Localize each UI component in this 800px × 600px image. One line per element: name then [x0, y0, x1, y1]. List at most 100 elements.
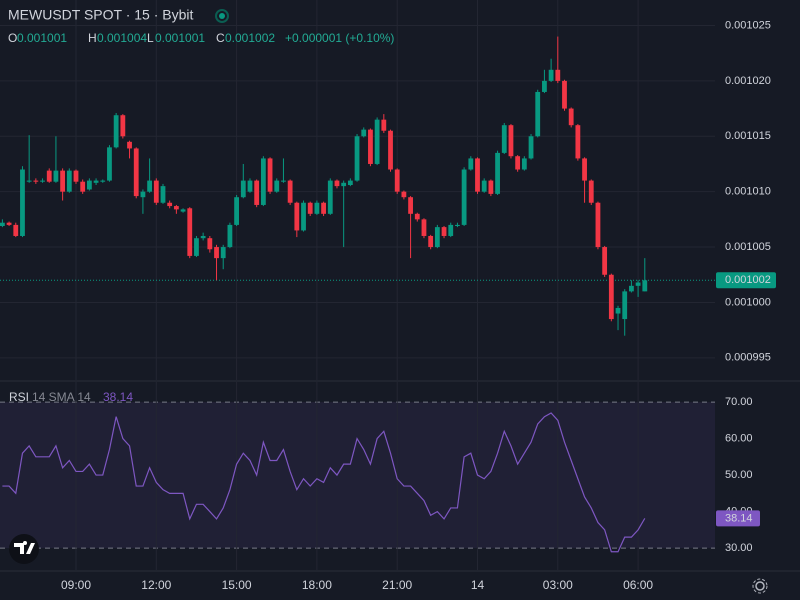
y-tick-label: 0.001005	[725, 241, 771, 253]
candle-body	[347, 180, 353, 186]
symbol-title: MEWUSDT SPOT · 15 · Bybit	[8, 7, 194, 23]
settings-icon-ring[interactable]	[752, 578, 768, 594]
y-tick-label: 50.00	[725, 469, 753, 481]
candle-body	[187, 208, 193, 256]
candle-body	[307, 202, 313, 214]
candle-body	[421, 219, 427, 236]
candle-body	[214, 247, 219, 259]
legend-change: +0.000001 (+0.10%)	[285, 31, 394, 45]
candle-body	[260, 158, 266, 205]
candle-body	[414, 213, 420, 220]
candle-body	[100, 180, 106, 182]
x-tick-label: 18:00	[302, 578, 332, 592]
candle-body	[180, 209, 186, 212]
candle-body	[629, 285, 634, 292]
candle-body	[575, 125, 581, 159]
y-tick-label: 60.00	[725, 432, 753, 444]
candle-body	[113, 115, 119, 148]
last-price-label: 0.001002	[725, 274, 771, 286]
x-tick-label: 21:00	[382, 578, 412, 592]
candle-body	[481, 180, 487, 192]
candle-body	[388, 130, 393, 170]
candle-body	[495, 152, 500, 194]
candle-body	[368, 129, 373, 164]
candle-body	[20, 169, 25, 236]
rsi-legend: RSI 14 SMA 14 38.14	[9, 390, 133, 404]
candle-body	[66, 170, 72, 192]
candle-body	[46, 170, 52, 182]
candle-body	[207, 238, 213, 250]
rsi-params: 14 SMA 14	[32, 390, 91, 404]
candle-body	[267, 158, 273, 192]
candle-body	[374, 119, 380, 164]
legend-key: H	[88, 31, 97, 45]
candle-body	[240, 180, 246, 198]
x-tick-label: 06:00	[623, 578, 653, 592]
candle-body	[455, 224, 460, 227]
candle-body	[287, 180, 293, 203]
candle-body	[602, 247, 608, 275]
candle-body	[622, 291, 628, 320]
ohlc-legend: O 0.001001 H 0.001004 L 0.001001 C 0.001…	[8, 31, 394, 45]
last-price-badge	[716, 272, 776, 289]
candle-body	[33, 180, 39, 182]
candle-body	[615, 307, 621, 314]
rsi-value: 38.14	[103, 390, 133, 404]
status-dot	[219, 13, 225, 19]
candle-body	[595, 202, 601, 248]
candle-body	[220, 247, 226, 259]
candle-body	[301, 202, 306, 231]
candle-body	[468, 158, 474, 170]
candle-body	[281, 180, 286, 182]
candle-body	[508, 125, 514, 157]
settings-icon[interactable]	[755, 581, 765, 591]
candle-body	[60, 170, 66, 192]
overlay: MEWUSDT SPOT · 15 · Bybit O 0.001001 H 0…	[0, 7, 800, 594]
y-tick-label: 0.001000	[725, 296, 771, 308]
rsi-title: RSI	[9, 390, 29, 404]
candle-body	[160, 186, 166, 203]
candle-body	[93, 180, 99, 183]
candle-body	[247, 180, 253, 192]
candle-body	[294, 202, 300, 231]
candle-body	[408, 197, 413, 214]
candle-body	[314, 202, 320, 214]
x-tick-label: 12:00	[141, 578, 171, 592]
candle-body	[381, 119, 387, 131]
candle-body	[73, 170, 79, 182]
y-tick-label: 0.001025	[725, 19, 771, 31]
candle-body	[562, 80, 567, 109]
legend-value: 0.001004	[97, 31, 147, 45]
candle-body	[515, 156, 521, 170]
y-tick-label: 30.00	[725, 542, 753, 554]
x-tick-label: 09:00	[61, 578, 91, 592]
candle-body	[501, 125, 507, 153]
candle-body	[441, 227, 447, 236]
candle-body	[13, 224, 19, 236]
candle-body	[475, 158, 480, 192]
candle-body	[428, 235, 434, 248]
candle-body	[401, 191, 407, 198]
candle-body	[528, 136, 534, 159]
candle-body	[548, 69, 554, 81]
candle-body	[254, 180, 260, 205]
candle-body	[133, 148, 139, 197]
rsi-value-label: 38.14	[725, 512, 753, 524]
y-tick-label: 0.001010	[725, 186, 771, 198]
candle-body	[173, 206, 179, 210]
candle-body	[555, 69, 561, 81]
candle-body	[274, 180, 280, 192]
legend-value: 0.001002	[225, 31, 275, 45]
candle-body	[361, 129, 367, 137]
candle-body	[354, 136, 360, 181]
candle-body	[321, 202, 326, 214]
candle-body	[568, 108, 574, 126]
candle-body	[0, 222, 5, 227]
logo-mark	[14, 543, 35, 554]
candle-body	[227, 224, 233, 248]
candle-body	[535, 91, 541, 137]
legend-key: C	[216, 31, 225, 45]
candle-body	[461, 169, 467, 225]
candle-body	[642, 280, 648, 292]
